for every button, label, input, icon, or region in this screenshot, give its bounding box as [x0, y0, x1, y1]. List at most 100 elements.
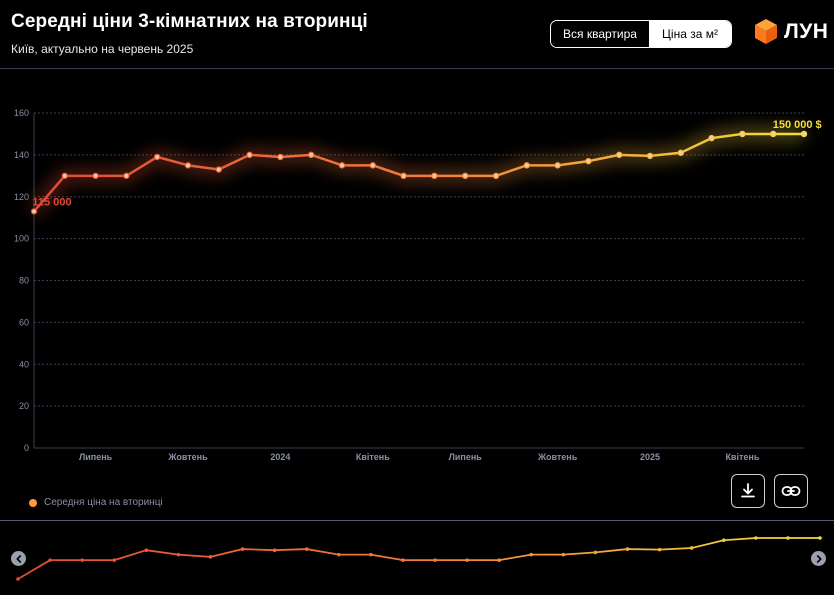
download-icon	[741, 483, 755, 498]
navigator-point	[721, 538, 726, 543]
navigator-point	[80, 558, 84, 562]
page-title: Середні ціни 3-кімнатних на вторинці	[11, 11, 368, 32]
y-tick-label: 0	[24, 443, 29, 453]
navigator-point	[561, 552, 566, 557]
page-subtitle: Київ, актуально на червень 2025	[11, 42, 194, 56]
data-point[interactable]	[554, 162, 561, 169]
data-point[interactable]	[616, 151, 623, 159]
data-point[interactable]	[431, 172, 438, 180]
x-tick-label: Квітень	[356, 452, 390, 462]
navigator-point	[337, 552, 341, 557]
data-point[interactable]	[585, 157, 592, 165]
x-tick-label: Липень	[449, 452, 483, 462]
data-point[interactable]	[30, 208, 38, 215]
navigator-point	[593, 550, 598, 555]
navigator-chart[interactable]	[0, 522, 834, 595]
navigator-point	[176, 552, 181, 557]
data-points	[30, 130, 808, 215]
navigator-point	[112, 558, 117, 562]
navigator-point	[144, 548, 149, 552]
series-line	[33, 132, 804, 213]
navigator-point	[689, 546, 694, 550]
y-tick-label: 80	[19, 276, 29, 286]
navigator-points	[16, 536, 822, 581]
navigator-point	[240, 547, 245, 551]
data-point[interactable]	[400, 172, 407, 180]
y-tick-label: 120	[14, 192, 29, 202]
y-gridlines: 0 20 40 60 80 100 120 140 160	[14, 108, 804, 453]
x-tick-label: 2024	[270, 452, 290, 462]
data-point[interactable]	[246, 151, 253, 159]
data-point[interactable]	[338, 162, 346, 169]
lun-logo[interactable]: ЛУН	[754, 18, 828, 45]
navigator-point	[625, 547, 630, 551]
data-point[interactable]	[800, 130, 808, 138]
navigator-point	[529, 552, 534, 557]
data-point[interactable]	[308, 151, 315, 159]
data-point[interactable]	[184, 162, 192, 169]
data-point[interactable]	[215, 166, 222, 173]
x-tick-label: 2025	[640, 452, 660, 462]
header-divider	[0, 68, 834, 69]
data-point[interactable]	[677, 149, 685, 156]
logo-text: ЛУН	[784, 19, 829, 43]
chart-legend[interactable]: Середня ціна на вторинці	[29, 497, 163, 508]
y-tick-label: 60	[19, 317, 29, 327]
navigator-point	[16, 577, 20, 581]
link-icon	[781, 486, 801, 496]
copy-link-button[interactable]	[774, 474, 808, 508]
x-tick-label: Квітень	[725, 452, 759, 462]
navigator-point	[304, 547, 309, 551]
toggle-price-per-m2[interactable]: Ціна за м²	[649, 21, 731, 47]
data-point[interactable]	[492, 172, 500, 180]
data-point[interactable]	[708, 134, 715, 142]
navigator-divider	[0, 520, 834, 521]
data-point[interactable]	[646, 152, 654, 160]
toggle-whole-apartment[interactable]: Вся квартира	[551, 21, 649, 47]
navigator-point	[48, 558, 52, 562]
y-tick-label: 100	[14, 234, 29, 244]
data-point[interactable]	[462, 172, 469, 180]
navigator-scroll-left[interactable]	[11, 551, 26, 566]
x-tick-label: Липень	[79, 452, 113, 462]
data-point[interactable]	[277, 153, 284, 161]
navigator-point	[786, 536, 790, 540]
series-line-glow	[28, 126, 804, 216]
navigator-scroll-right[interactable]	[811, 551, 826, 566]
data-point[interactable]	[61, 172, 69, 180]
navigator-point	[657, 547, 662, 552]
navigator-point	[465, 558, 469, 562]
navigator-point	[369, 552, 373, 557]
chevron-left-icon	[16, 554, 21, 563]
x-tick-labels: Липень Жовтень 2024 Квітень Липень Жовтень 202…	[79, 452, 760, 462]
navigator-point	[433, 558, 437, 562]
y-tick-label: 40	[19, 359, 29, 369]
data-point[interactable]	[770, 130, 777, 138]
download-button[interactable]	[731, 474, 765, 508]
y-tick-label: 20	[19, 401, 29, 411]
x-tick-label: Жовтень	[537, 452, 578, 462]
data-point[interactable]	[739, 130, 746, 138]
navigator-point	[818, 536, 822, 540]
data-point[interactable]	[369, 162, 376, 169]
y-tick-label: 140	[14, 150, 29, 160]
y-tick-label: 160	[14, 108, 29, 118]
navigator-point	[272, 548, 277, 552]
x-tick-label: Жовтень	[167, 452, 208, 462]
data-label: 115 000	[32, 196, 71, 208]
price-line-chart: 0 20 40 60 80 100 120 140 160 Липень Жовтень 2024 Кв…	[14, 108, 822, 462]
price-mode-toggle: Вся квартира Ціна за м²	[550, 20, 732, 48]
data-point[interactable]	[123, 172, 130, 180]
navigator-point	[497, 558, 502, 562]
navigator-series-line	[17, 537, 820, 580]
legend-label: Середня ціна на вторинці	[44, 497, 163, 508]
navigator-point	[401, 558, 405, 562]
orange-cube-icon	[755, 19, 777, 44]
data-point[interactable]	[92, 172, 99, 180]
data-point[interactable]	[153, 153, 161, 161]
navigator-point	[208, 555, 213, 559]
data-point[interactable]	[523, 162, 531, 169]
data-label: 150 000 $	[773, 119, 822, 131]
navigator-point	[754, 536, 758, 540]
chevron-right-icon	[816, 554, 821, 563]
